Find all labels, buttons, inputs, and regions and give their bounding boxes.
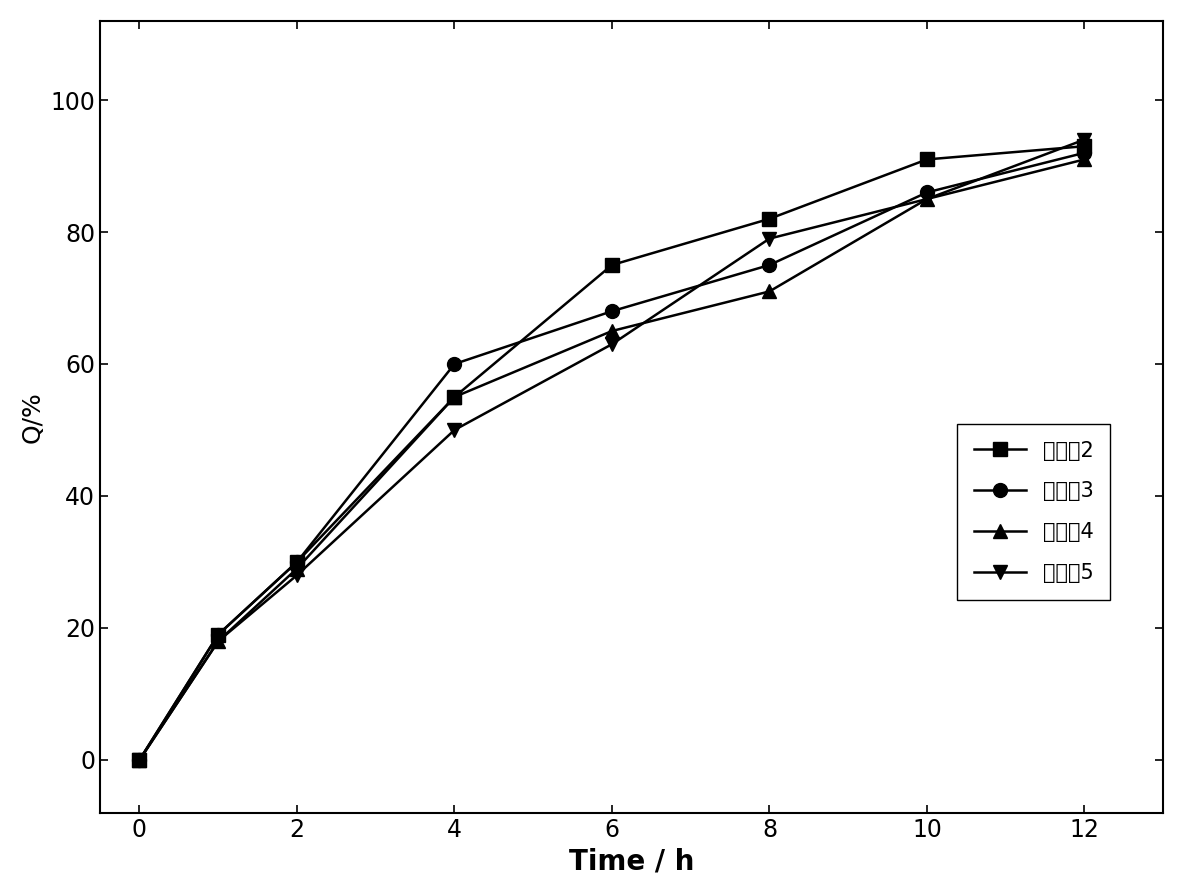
实施入2 — [605, 260, 619, 271]
实施入5 — [1077, 134, 1092, 145]
实施入3 — [1077, 148, 1092, 159]
实施入4 — [133, 754, 147, 765]
实施入2 — [133, 754, 147, 765]
X-axis label: Time / h: Time / h — [570, 847, 694, 875]
实施入3 — [762, 260, 777, 271]
实施入4 — [290, 564, 304, 574]
Line: 实施入4: 实施入4 — [133, 152, 1092, 767]
实施入4 — [211, 636, 225, 647]
实施入5 — [211, 636, 225, 647]
实施入2 — [211, 629, 225, 640]
Y-axis label: Q/%: Q/% — [21, 391, 45, 443]
实施入3 — [211, 629, 225, 640]
实施入3 — [605, 306, 619, 316]
实施入4 — [920, 194, 934, 204]
实施入2 — [1077, 141, 1092, 151]
实施入5 — [133, 754, 147, 765]
实施入5 — [605, 339, 619, 349]
Line: 实施入3: 实施入3 — [133, 146, 1092, 767]
实施入4 — [1077, 154, 1092, 165]
实施入2 — [448, 392, 462, 402]
实施入4 — [762, 286, 777, 297]
实施入5 — [920, 194, 934, 204]
实施入3 — [448, 358, 462, 369]
Line: 实施入5: 实施入5 — [133, 133, 1092, 767]
实施入5 — [762, 233, 777, 244]
实施入3 — [133, 754, 147, 765]
实施入5 — [448, 425, 462, 435]
实施入3 — [920, 187, 934, 198]
实施入2 — [920, 154, 934, 165]
实施入4 — [448, 392, 462, 402]
Line: 实施入2: 实施入2 — [133, 139, 1092, 767]
实施入4 — [605, 325, 619, 336]
Legend: 实施入2, 实施入3, 实施入4, 实施入5: 实施入2, 实施入3, 实施入4, 实施入5 — [958, 424, 1111, 599]
实施入2 — [290, 556, 304, 567]
实施入3 — [290, 556, 304, 567]
实施入5 — [290, 570, 304, 581]
实施入2 — [762, 213, 777, 224]
